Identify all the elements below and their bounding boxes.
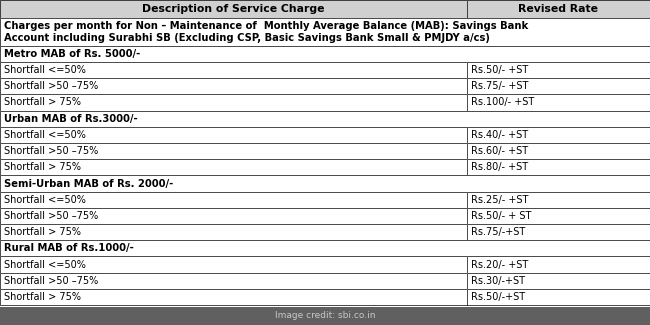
Text: Rs.25/- +ST: Rs.25/- +ST xyxy=(471,195,528,205)
Bar xyxy=(0,159,467,176)
Text: Rs.75/-+ST: Rs.75/-+ST xyxy=(471,227,525,237)
Bar xyxy=(467,62,650,78)
Bar xyxy=(0,78,467,94)
Bar xyxy=(467,159,650,176)
Text: Shortfall >50 –75%: Shortfall >50 –75% xyxy=(4,146,98,156)
Text: Shortfall > 75%: Shortfall > 75% xyxy=(4,292,81,302)
Bar xyxy=(467,0,650,18)
Bar xyxy=(0,256,467,273)
Bar xyxy=(0,143,467,159)
Bar xyxy=(467,0,650,18)
Bar xyxy=(0,111,650,127)
Text: Shortfall >50 –75%: Shortfall >50 –75% xyxy=(4,276,98,286)
Bar xyxy=(467,192,650,208)
Bar xyxy=(0,18,650,46)
Bar xyxy=(0,224,467,240)
Bar xyxy=(467,192,650,208)
Bar xyxy=(0,0,467,18)
Bar xyxy=(0,159,467,176)
Bar xyxy=(0,111,650,127)
Bar xyxy=(467,159,650,176)
Bar xyxy=(0,78,467,94)
Text: Rs.40/- +ST: Rs.40/- +ST xyxy=(471,130,528,140)
Bar xyxy=(467,273,650,289)
Bar xyxy=(0,0,467,18)
Bar xyxy=(0,62,467,78)
Bar xyxy=(467,94,650,111)
Text: Rs.30/-+ST: Rs.30/-+ST xyxy=(471,276,525,286)
Bar xyxy=(467,94,650,111)
Text: Shortfall > 75%: Shortfall > 75% xyxy=(4,98,81,108)
Bar xyxy=(467,62,650,78)
Text: Shortfall > 75%: Shortfall > 75% xyxy=(4,162,81,172)
Text: Rural MAB of Rs.1000/-: Rural MAB of Rs.1000/- xyxy=(4,243,134,254)
Bar xyxy=(0,240,650,256)
Text: Rs.60/- +ST: Rs.60/- +ST xyxy=(471,146,528,156)
Bar xyxy=(0,62,467,78)
Bar xyxy=(0,143,467,159)
Bar xyxy=(0,289,467,305)
Bar xyxy=(0,176,650,192)
Text: Revised Rate: Revised Rate xyxy=(518,4,599,14)
Bar xyxy=(467,256,650,273)
Bar xyxy=(467,78,650,94)
Bar xyxy=(467,208,650,224)
Text: Rs.100/- +ST: Rs.100/- +ST xyxy=(471,98,534,108)
Bar xyxy=(467,127,650,143)
Bar xyxy=(0,240,650,256)
Text: Charges per month for Non – Maintenance of  Monthly Average Balance (MAB): Savin: Charges per month for Non – Maintenance … xyxy=(4,21,528,43)
Bar xyxy=(467,208,650,224)
Bar xyxy=(467,289,650,305)
Text: Rs.80/- +ST: Rs.80/- +ST xyxy=(471,162,528,172)
Text: Shortfall > 75%: Shortfall > 75% xyxy=(4,227,81,237)
Text: Shortfall <=50%: Shortfall <=50% xyxy=(4,195,86,205)
Text: Rs.50/- + ST: Rs.50/- + ST xyxy=(471,211,531,221)
Bar xyxy=(0,289,467,305)
Text: Shortfall >50 –75%: Shortfall >50 –75% xyxy=(4,81,98,91)
Bar xyxy=(0,94,467,111)
Text: Semi-Urban MAB of Rs. 2000/-: Semi-Urban MAB of Rs. 2000/- xyxy=(4,178,174,188)
Bar xyxy=(0,46,650,62)
Text: Shortfall >50 –75%: Shortfall >50 –75% xyxy=(4,211,98,221)
Bar xyxy=(467,78,650,94)
Bar xyxy=(0,176,650,192)
Text: Shortfall <=50%: Shortfall <=50% xyxy=(4,130,86,140)
Text: Image credit: sbi.co.in: Image credit: sbi.co.in xyxy=(275,311,375,320)
Text: Shortfall <=50%: Shortfall <=50% xyxy=(4,260,86,269)
Bar xyxy=(0,273,467,289)
Bar xyxy=(0,94,467,111)
Bar xyxy=(0,192,467,208)
Bar xyxy=(0,127,467,143)
Bar xyxy=(467,224,650,240)
Bar xyxy=(0,307,650,325)
Bar xyxy=(467,127,650,143)
Text: Rs.50/-+ST: Rs.50/-+ST xyxy=(471,292,525,302)
Bar xyxy=(467,289,650,305)
Bar xyxy=(467,273,650,289)
Bar xyxy=(467,224,650,240)
Text: Metro MAB of Rs. 5000/-: Metro MAB of Rs. 5000/- xyxy=(4,49,140,59)
Text: Shortfall <=50%: Shortfall <=50% xyxy=(4,65,86,75)
Bar xyxy=(0,256,467,273)
Text: Rs.50/- +ST: Rs.50/- +ST xyxy=(471,65,528,75)
Bar xyxy=(0,224,467,240)
Bar xyxy=(0,192,467,208)
Bar xyxy=(0,273,467,289)
Bar xyxy=(0,208,467,224)
Bar xyxy=(467,143,650,159)
Bar xyxy=(0,18,650,46)
Bar xyxy=(0,127,467,143)
Text: Description of Service Charge: Description of Service Charge xyxy=(142,4,324,14)
Bar xyxy=(467,256,650,273)
Text: Rs.75/- +ST: Rs.75/- +ST xyxy=(471,81,528,91)
Text: Urban MAB of Rs.3000/-: Urban MAB of Rs.3000/- xyxy=(4,114,138,124)
Text: Rs.20/- +ST: Rs.20/- +ST xyxy=(471,260,528,269)
Bar xyxy=(467,143,650,159)
Bar xyxy=(0,46,650,62)
Bar xyxy=(0,208,467,224)
